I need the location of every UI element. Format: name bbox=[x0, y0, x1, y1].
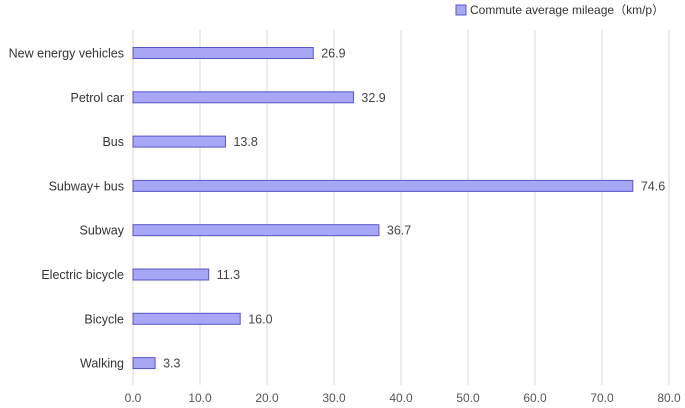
data-label: 13.8 bbox=[233, 135, 257, 149]
bar bbox=[132, 135, 226, 148]
x-axis-ticks: 0.0 10.0 20.0 30.0 40.0 50.0 60.0 70.0 80.0 bbox=[125, 391, 681, 405]
legend-swatch bbox=[455, 4, 467, 16]
data-label: 26.9 bbox=[321, 47, 345, 61]
category-label: Subway+ bus bbox=[49, 179, 124, 193]
category-label: New energy vehicles bbox=[9, 47, 124, 61]
bar bbox=[132, 91, 354, 104]
category-label: Electric bicycle bbox=[41, 268, 124, 282]
data-label: 11.3 bbox=[217, 268, 240, 282]
category-label: Bicycle bbox=[84, 312, 124, 326]
category-label: Subway bbox=[80, 224, 125, 238]
category-label: Bus bbox=[102, 135, 124, 149]
x-tick-label: 30.0 bbox=[322, 391, 346, 405]
x-tick-label: 10.0 bbox=[188, 391, 212, 405]
bar bbox=[132, 357, 156, 370]
bar bbox=[132, 268, 210, 281]
data-labels: 26.9 32.9 13.8 74.6 36.7 11.3 16.0 3.3 bbox=[163, 47, 665, 371]
legend-label: Commute average mileage（km/p） bbox=[470, 3, 664, 17]
bar bbox=[132, 224, 380, 237]
category-label: Petrol car bbox=[71, 91, 125, 105]
bar bbox=[132, 179, 634, 192]
data-label: 32.9 bbox=[361, 91, 385, 105]
x-tick-label: 80.0 bbox=[657, 391, 681, 405]
data-label: 74.6 bbox=[641, 179, 665, 193]
bar bbox=[132, 47, 314, 59]
data-label: 3.3 bbox=[163, 357, 180, 371]
x-tick-label: 50.0 bbox=[456, 391, 480, 405]
x-tick-label: 20.0 bbox=[255, 391, 279, 405]
data-label: 16.0 bbox=[248, 312, 272, 326]
x-tick-label: 60.0 bbox=[523, 391, 547, 405]
data-label: 36.7 bbox=[387, 224, 411, 238]
gridlines bbox=[132, 30, 670, 385]
x-tick-label: 40.0 bbox=[389, 391, 413, 405]
category-labels: New energy vehicles Petrol car Bus Subway+ … bbox=[9, 47, 125, 371]
bars bbox=[132, 47, 634, 370]
category-label: Walking bbox=[80, 357, 124, 371]
x-tick-label: 0.0 bbox=[125, 391, 142, 405]
x-tick-label: 70.0 bbox=[590, 391, 614, 405]
bar bbox=[132, 312, 241, 325]
legend: Commute average mileage（km/p） bbox=[455, 3, 664, 17]
